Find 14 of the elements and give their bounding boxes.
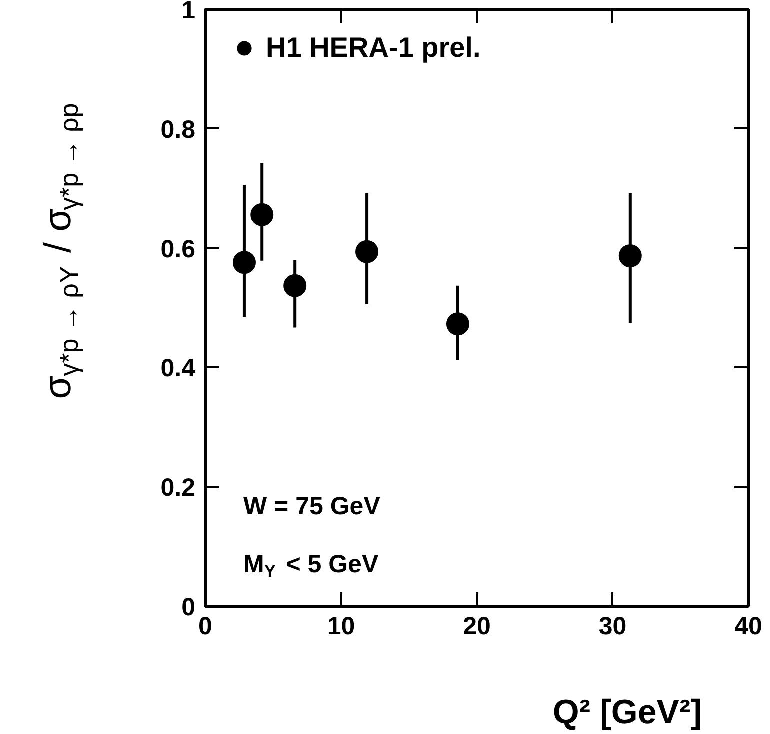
y-tick-label: 0.8	[160, 116, 196, 144]
legend-label: H1 HERA-1 prel.	[266, 32, 481, 64]
y-axis-title: σγ*p → ρY / σγ*p → ρp	[38, 103, 84, 400]
y-tick-label: 1	[182, 0, 196, 24]
y-tick-label: 0.2	[160, 474, 196, 502]
x-axis-title: Q² [GeV²]	[552, 694, 702, 732]
x-tick-label: 20	[463, 612, 491, 640]
y-tick-label: 0.4	[160, 354, 196, 383]
y-tick-label: 0.6	[160, 235, 196, 264]
y-tick-label: 0	[182, 594, 196, 622]
annotation: W = 75 GeV	[244, 492, 381, 520]
x-tick-label: 10	[327, 612, 356, 640]
x-tick-label: 40	[734, 612, 762, 640]
x-tick-label: 30	[598, 612, 627, 640]
